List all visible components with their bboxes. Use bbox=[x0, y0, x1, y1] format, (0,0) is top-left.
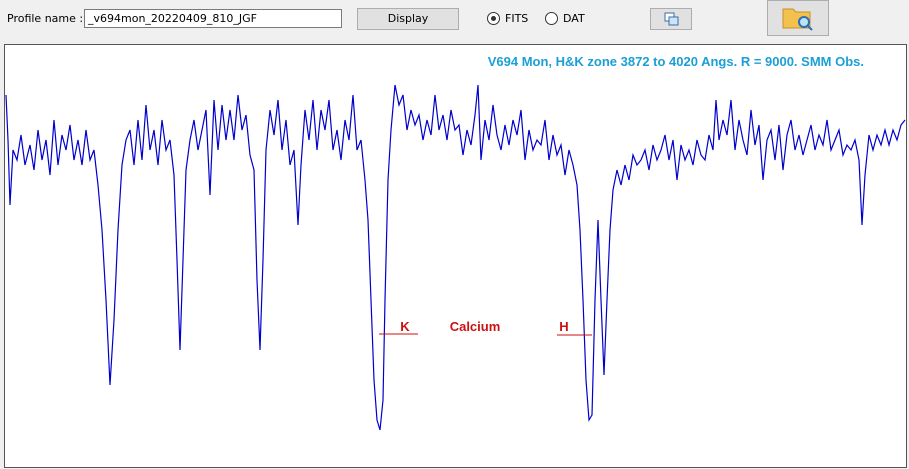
k-marker-label: K bbox=[400, 319, 410, 334]
display-button[interactable]: Display bbox=[357, 8, 459, 30]
radio-dat[interactable] bbox=[545, 12, 558, 25]
copy-button[interactable] bbox=[650, 8, 692, 30]
plot-frame bbox=[4, 44, 907, 468]
radio-dat-label[interactable]: DAT bbox=[563, 12, 585, 25]
spectrum-line bbox=[5, 84, 906, 431]
profile-input[interactable]: _v694mon_20220409_810_JGF bbox=[84, 9, 342, 28]
radio-fits[interactable] bbox=[487, 12, 500, 25]
radio-fits-label[interactable]: FITS bbox=[505, 12, 529, 25]
element-label: Calcium bbox=[450, 319, 501, 334]
folder-button[interactable] bbox=[767, 0, 829, 36]
h-marker-label: H bbox=[559, 319, 568, 334]
profile-label: Profile name : bbox=[7, 12, 84, 25]
plot-title: V694 Mon, H&K zone 3872 to 4020 Angs. R … bbox=[488, 54, 864, 69]
